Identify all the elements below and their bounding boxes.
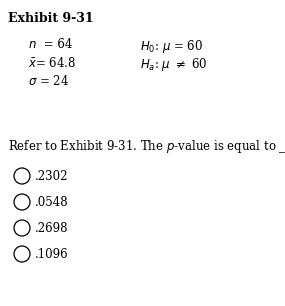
Text: $\bar{x}$= 64.8: $\bar{x}$= 64.8 xyxy=(28,56,76,70)
Text: $\sigma$ = 24: $\sigma$ = 24 xyxy=(28,74,69,88)
Text: = 64: = 64 xyxy=(40,38,72,51)
Text: $H_0$: $\mu$ = 60: $H_0$: $\mu$ = 60 xyxy=(140,38,203,55)
Text: Exhibit 9-31: Exhibit 9-31 xyxy=(8,12,94,25)
Text: $n$: $n$ xyxy=(28,38,37,51)
Text: Refer to Exhibit 9-31. The $p$-value is equal to _____.: Refer to Exhibit 9-31. The $p$-value is … xyxy=(8,138,285,155)
Text: .0548: .0548 xyxy=(35,196,69,209)
Text: .2302: .2302 xyxy=(35,170,68,183)
Text: $H_a$: $\mu$ $\neq$ 60: $H_a$: $\mu$ $\neq$ 60 xyxy=(140,56,207,73)
Text: .1096: .1096 xyxy=(35,248,69,261)
Text: .2698: .2698 xyxy=(35,222,68,235)
